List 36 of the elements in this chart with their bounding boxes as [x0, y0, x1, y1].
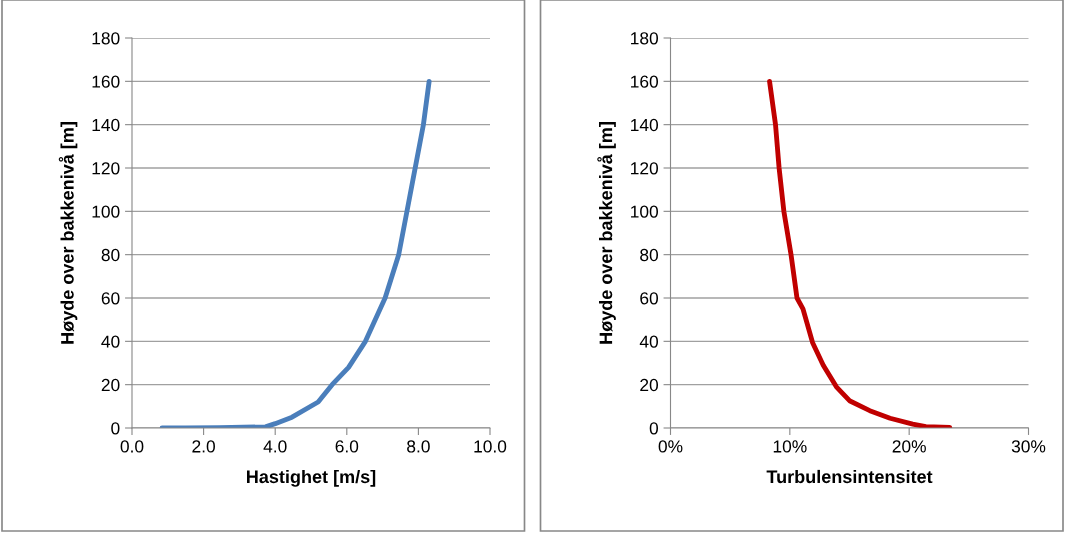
- y-tick-label: 100: [92, 205, 120, 218]
- x-tick-label: 2.0: [192, 440, 215, 453]
- x-tick-label: 10.0: [474, 440, 507, 453]
- y-tick-label: 20: [640, 378, 659, 392]
- y-tick-label: 140: [92, 118, 120, 132]
- y-tick-label: 180: [92, 32, 120, 45]
- y-tick-label: 20: [101, 378, 120, 392]
- y-tick-label: 100: [631, 205, 659, 218]
- x-tick-label: 6.0: [335, 440, 359, 453]
- y-tick-label: 80: [640, 248, 659, 262]
- y-tick-label: 60: [101, 292, 120, 305]
- y-tick-label: 0: [111, 422, 120, 435]
- line-series: [767, 78, 953, 428]
- y-tick-label: 120: [92, 162, 120, 175]
- x-tick-label: 4.0: [263, 440, 287, 453]
- x-tick-label: 10%: [773, 440, 807, 453]
- y-tick-label: 160: [631, 75, 659, 88]
- y-tick-label: 80: [101, 248, 120, 262]
- y-tick-label: 0: [649, 422, 659, 435]
- y-tick-label: 160: [92, 75, 120, 88]
- x-tick-label: 8.0: [407, 440, 430, 453]
- x-tick-label: 20%: [892, 440, 926, 453]
- x-axis-title: Hastighet [m/s]: [247, 469, 376, 487]
- y-tick-label: 40: [101, 335, 120, 348]
- y-axis-title: Høyde over bakkenivå [m]: [597, 122, 616, 344]
- x-axis-title: Turbulensintensitet: [766, 469, 933, 484]
- y-axis-title: Høyde over bakkenivå [m]: [58, 122, 78, 344]
- line-series: [159, 78, 432, 428]
- x-tick-label: 0%: [658, 440, 683, 453]
- y-tick-label: 140: [631, 118, 659, 132]
- y-tick-label: 40: [639, 335, 659, 348]
- x-tick-label: 30%: [1011, 440, 1046, 453]
- x-tick-label: 0.0: [120, 440, 144, 453]
- y-tick-label: 120: [631, 162, 659, 175]
- y-tick-label: 180: [631, 32, 659, 45]
- y-tick-label: 60: [640, 292, 659, 305]
